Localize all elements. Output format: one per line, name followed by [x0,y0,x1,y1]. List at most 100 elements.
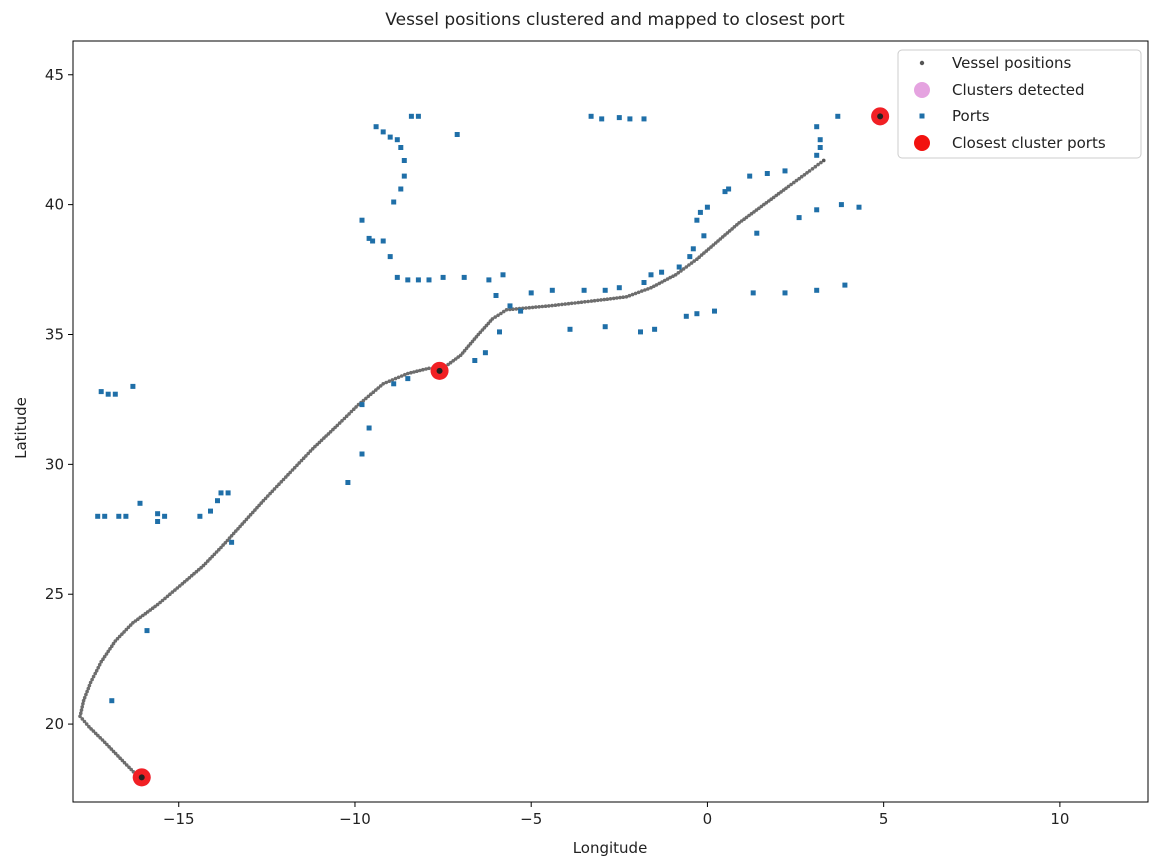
vessel-position-point [681,267,686,271]
series-ports [95,113,862,704]
port-point [387,254,393,260]
port-point [747,173,753,179]
x-tick-label: −5 [520,810,542,828]
vessel-position-point [524,306,528,310]
vessel-position-point [415,369,419,374]
vessel-position-point [356,402,361,407]
vessel-position-point [560,302,564,307]
vessel-position-point [671,274,675,279]
vessel-position-point [310,447,315,451]
vessel-position-point [165,594,170,599]
port-point [380,238,386,244]
vessel-position-point [313,444,317,449]
vessel-position-point [361,398,366,403]
vessel-position-point [747,213,751,218]
vessel-position-point [238,524,242,529]
port-point [394,274,400,280]
vessel-position-point [393,376,398,381]
vessel-position-point [527,305,532,310]
vessel-position-point [79,708,84,712]
port-point [454,132,460,137]
vessel-position-point [381,382,386,386]
vessel-position-point [219,545,223,550]
vessel-position-point [122,630,126,634]
port-point [726,186,732,192]
port-point [197,513,203,519]
vessel-position-point [286,472,290,477]
vessel-position-point [263,496,268,501]
vessel-position-point [304,454,308,458]
plot-frame [72,40,1149,803]
port-point [398,145,404,150]
port-point [401,173,407,179]
vessel-position-point [676,271,681,275]
vessel-position-point [231,531,236,536]
vessel-position-point [754,208,759,212]
vessel-position-point [618,295,622,300]
port-point [690,246,696,252]
vessel-position-point [534,305,538,309]
vessel-position-point [98,736,102,740]
vessel-position-point [679,269,683,273]
vessel-position-point [421,367,425,372]
y-tick-label: 35 [45,325,64,343]
vessel-position-point [242,520,247,524]
vessel-position-point [596,298,600,303]
vessel-position-point [106,649,110,654]
vessel-position-point [749,211,754,216]
vessel-position-point [292,465,297,470]
series-clusters-detected [132,107,890,787]
port-point [109,698,115,704]
vessel-position-point [762,202,766,207]
x-tick-label: −10 [339,810,371,828]
vessel-position-point [96,665,100,670]
port-point [616,115,622,121]
vessel-position-point [90,677,94,682]
vessel-position-point [654,283,659,287]
vessel-position-point [633,291,638,296]
vessel-position-point [779,190,783,194]
vessel-position-point [212,552,217,557]
vessel-position-point [178,584,182,588]
vessel-position-point [384,380,389,385]
vessel-position-point [153,604,157,609]
port-point [218,490,224,496]
port-point [814,124,820,130]
port-point [387,134,393,140]
vessel-position-point [91,729,96,733]
vessel-position-point [697,255,701,259]
port-point [627,116,633,122]
y-tick-label: 45 [45,66,64,84]
vessel-position-point [668,275,672,280]
vessel-position-point [113,751,118,756]
port-point [581,287,587,293]
vessel-position-point [347,412,351,416]
port-point [694,311,700,317]
y-tick-label: 25 [45,585,64,603]
vessel-position-point [547,304,551,308]
x-tick-label: 10 [1050,810,1069,828]
legend-label-ports: Ports [952,107,990,125]
vessel-position-point [406,371,410,376]
port-point [701,233,707,239]
vessel-position-point [556,303,561,307]
legend-marker-vessel-positions [919,60,925,66]
vessel-position-point [514,307,519,311]
vessel-position-point [133,619,138,623]
x-tick-label: −15 [163,810,195,828]
vessel-position-point [100,738,105,742]
port-point [144,628,150,634]
vessel-position-point [816,162,820,167]
vessel-position-point [96,733,100,738]
port-point [602,287,608,293]
vessel-position-point [621,295,625,300]
vessel-position-point [711,243,716,247]
x-axis-label: Longitude [573,839,648,857]
vessel-position-point [657,281,662,286]
port-point [112,391,118,397]
vessel-position-point [126,625,131,630]
vessel-position-point [453,357,458,361]
vessel-position-point [295,463,299,468]
vessel-position-point [409,370,413,375]
